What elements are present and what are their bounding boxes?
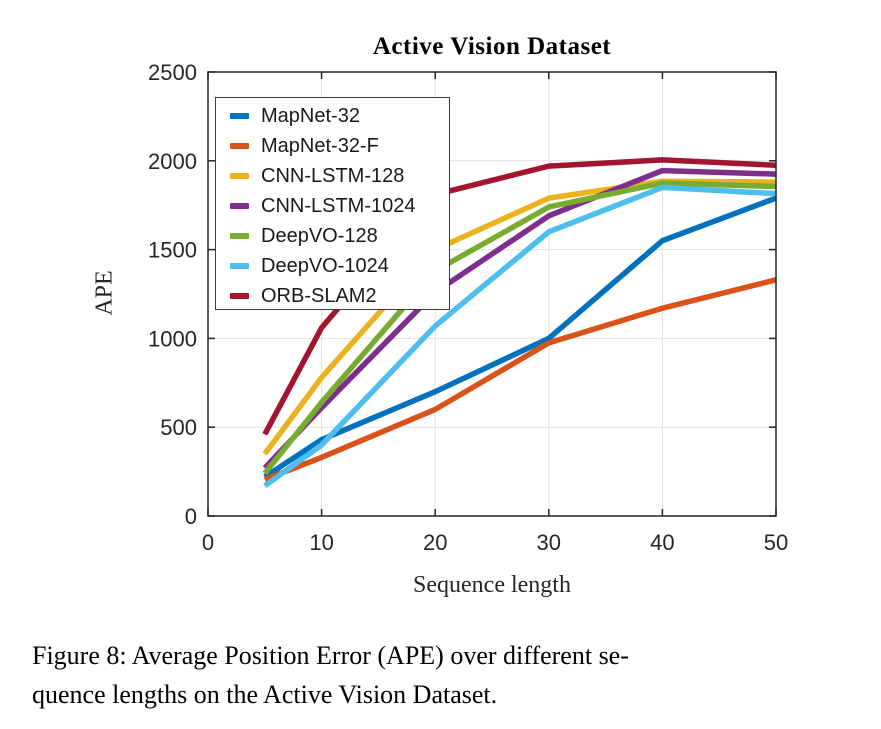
legend-item-mapnet-32: MapNet-32 xyxy=(216,101,449,131)
legend: MapNet-32 MapNet-32-F CNN-LSTM-128 CNN-LSTM… xyxy=(215,97,450,310)
legend-item-deepvo-1024: DeepVO-1024 xyxy=(216,251,449,281)
legend-swatch xyxy=(230,143,249,149)
legend-label: CNN-LSTM-128 xyxy=(261,164,405,187)
figure-caption: Figure 8: Average Position Error (APE) o… xyxy=(32,636,864,714)
legend-label: MapNet-32-F xyxy=(261,134,379,157)
legend-item-cnn-lstm-128: CNN-LSTM-128 xyxy=(216,161,449,191)
x-tick-label: 20 xyxy=(423,530,447,555)
axes-box xyxy=(207,71,777,517)
series-line-deepvo-1024 xyxy=(263,184,777,489)
series-line-orb-slam2 xyxy=(262,157,777,436)
legend-label: DeepVO-1024 xyxy=(261,254,389,277)
legend-item-mapnet-32-f: MapNet-32-F xyxy=(216,131,449,161)
legend-label: CNN-LSTM-1024 xyxy=(261,194,416,217)
series-line-mapnet-32-f xyxy=(263,277,777,483)
legend-swatch xyxy=(230,263,249,269)
legend-item-cnn-lstm-1024: CNN-LSTM-1024 xyxy=(216,191,449,221)
legend-swatch xyxy=(230,293,249,299)
y-tick-label: 0 xyxy=(185,504,197,529)
legend-swatch xyxy=(230,173,249,179)
legend-label: ORB-SLAM2 xyxy=(261,284,377,307)
legend-swatch xyxy=(230,203,249,209)
y-tick-label: 2500 xyxy=(148,60,197,85)
x-tick-label: 40 xyxy=(650,530,674,555)
legend-item-deepvo-128: DeepVO-128 xyxy=(216,221,449,251)
caption-line-1: Figure 8: Average Position Error (APE) o… xyxy=(32,641,629,670)
legend-label: DeepVO-128 xyxy=(261,224,378,247)
x-tick-label: 50 xyxy=(764,530,788,555)
y-tick-label: 1500 xyxy=(148,238,197,263)
x-tick-label: 10 xyxy=(309,530,333,555)
legend-item-orb-slam2: ORB-SLAM2 xyxy=(216,281,449,311)
x-tick-label: 30 xyxy=(537,530,561,555)
y-tick-label: 500 xyxy=(160,415,197,440)
chart-title: Active Vision Dataset xyxy=(372,33,612,60)
y-tick-label: 2000 xyxy=(148,149,197,174)
caption-line-2: quence lengths on the Active Vision Data… xyxy=(32,680,498,709)
x-tick-label: 0 xyxy=(202,530,214,555)
legend-swatch xyxy=(230,113,249,119)
legend-swatch xyxy=(230,233,249,239)
series-line-deepvo-128 xyxy=(262,180,777,476)
y-tick-label: 1000 xyxy=(148,326,197,351)
x-axis-label: Sequence length xyxy=(413,572,571,598)
legend-label: MapNet-32 xyxy=(261,104,360,127)
y-axis-label: APE xyxy=(91,270,118,316)
series-line-mapnet-32 xyxy=(263,195,777,480)
